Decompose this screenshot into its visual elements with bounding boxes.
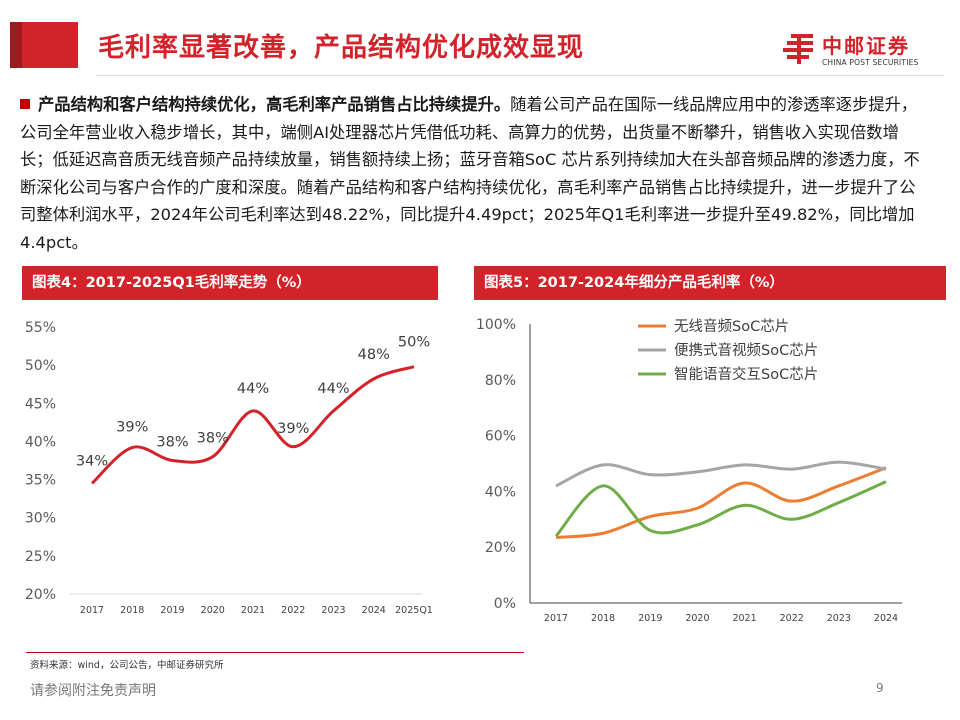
x-tick-label: 2023 bbox=[321, 605, 345, 616]
body-lead: 产品结构和客户结构持续优化，高毛利率产品销售占比持续提升。 bbox=[38, 95, 511, 114]
data-label: 34% bbox=[76, 453, 108, 469]
y-tick-label: 50% bbox=[25, 358, 56, 374]
chart1-header: 图表4：2017-2025Q1毛利率走势（%） bbox=[22, 266, 438, 300]
data-label: 48% bbox=[358, 347, 390, 363]
series-line-3 bbox=[554, 480, 887, 538]
data-label: 44% bbox=[237, 381, 269, 397]
body-text: 随着公司产品在国际一线品牌应用中的渗透率逐步提升，公司全年营业收入稳步增长，其中… bbox=[20, 95, 920, 252]
x-tick-label: 2018 bbox=[120, 605, 144, 616]
x-tick-label: 2017 bbox=[80, 605, 104, 616]
x-tick-label: 2022 bbox=[780, 613, 804, 624]
page-title: 毛利率显著改善，产品结构优化成效显现 bbox=[98, 33, 585, 63]
title-divider bbox=[96, 75, 944, 76]
legend-label: 无线音频SoC芯片 bbox=[674, 318, 789, 335]
data-label: 44% bbox=[317, 381, 349, 397]
y-tick-label: 25% bbox=[25, 549, 56, 565]
y-tick-label: 60% bbox=[485, 429, 516, 445]
x-tick-label: 2024 bbox=[874, 613, 898, 624]
data-label: 50% bbox=[398, 335, 430, 351]
gross-margin-line bbox=[90, 365, 415, 485]
y-tick-label: 0% bbox=[494, 596, 516, 612]
data-label: 39% bbox=[277, 421, 309, 437]
y-tick-label: 45% bbox=[25, 396, 56, 412]
series-line-1 bbox=[555, 466, 887, 539]
x-tick-label: 2019 bbox=[638, 613, 662, 624]
y-tick-label: 55% bbox=[25, 320, 56, 336]
x-tick-label: 2020 bbox=[201, 605, 225, 616]
legend-label: 智能语音交互SoC芯片 bbox=[674, 365, 818, 383]
segment-gross-margin-chart: 100% 80% 60% 40% 20% 0% 2017 2018 2019 2020 2021 20… bbox=[476, 317, 902, 624]
data-label: 38% bbox=[197, 431, 229, 447]
y-tick-label: 20% bbox=[25, 587, 56, 603]
china-post-logo-icon bbox=[783, 34, 813, 64]
source-divider bbox=[26, 652, 524, 653]
page-number: 9 bbox=[876, 681, 884, 695]
y-tick-label: 35% bbox=[25, 473, 56, 489]
y-tick-label: 80% bbox=[485, 373, 516, 389]
y-tick-label: 30% bbox=[25, 511, 56, 527]
x-tick-label: 2019 bbox=[160, 605, 184, 616]
logo-chinese-name: 中邮证券 bbox=[822, 34, 910, 58]
series-line-2 bbox=[555, 460, 887, 488]
source-note: 资料来源：wind，公司公告，中邮证券研究所 bbox=[30, 660, 224, 671]
disclaimer-note: 请参阅附注免责声明 bbox=[30, 683, 156, 699]
chart2-header: 图表5：2017-2024年细分产品毛利率（%） bbox=[474, 266, 946, 300]
data-label: 39% bbox=[116, 420, 148, 436]
x-tick-label: 2020 bbox=[685, 613, 709, 624]
x-tick-label: 2018 bbox=[591, 613, 615, 624]
x-tick-label: 2023 bbox=[827, 613, 851, 624]
x-tick-label: 2017 bbox=[544, 613, 568, 624]
y-tick-label: 20% bbox=[485, 540, 516, 556]
y-tick-label: 40% bbox=[25, 434, 56, 450]
legend-label: 便携式音视频SoC芯片 bbox=[674, 342, 818, 359]
y-tick-label: 40% bbox=[485, 484, 516, 500]
y-tick-label: 100% bbox=[476, 317, 516, 333]
data-label: 38% bbox=[156, 435, 188, 451]
x-tick-label: 2024 bbox=[362, 605, 386, 616]
body-paragraph: 产品结构和客户结构持续优化，高毛利率产品销售占比持续提升。随着公司产品在国际一线… bbox=[20, 91, 930, 256]
company-logo: 中邮证券 CHINA POST SECURITIES bbox=[782, 30, 942, 70]
bullet-square-icon bbox=[20, 99, 30, 109]
gross-margin-trend-chart: 55% 50% 45% 40% 35% 30% 25% 20% 2017 2018 2019 2020… bbox=[25, 320, 433, 616]
x-tick-label: 2022 bbox=[281, 605, 305, 616]
title-accent-block bbox=[10, 22, 78, 68]
x-tick-label: 2021 bbox=[241, 605, 265, 616]
x-tick-label: 2021 bbox=[732, 613, 756, 624]
x-tick-label: 2025Q1 bbox=[395, 605, 433, 616]
logo-english-name: CHINA POST SECURITIES bbox=[822, 58, 919, 67]
